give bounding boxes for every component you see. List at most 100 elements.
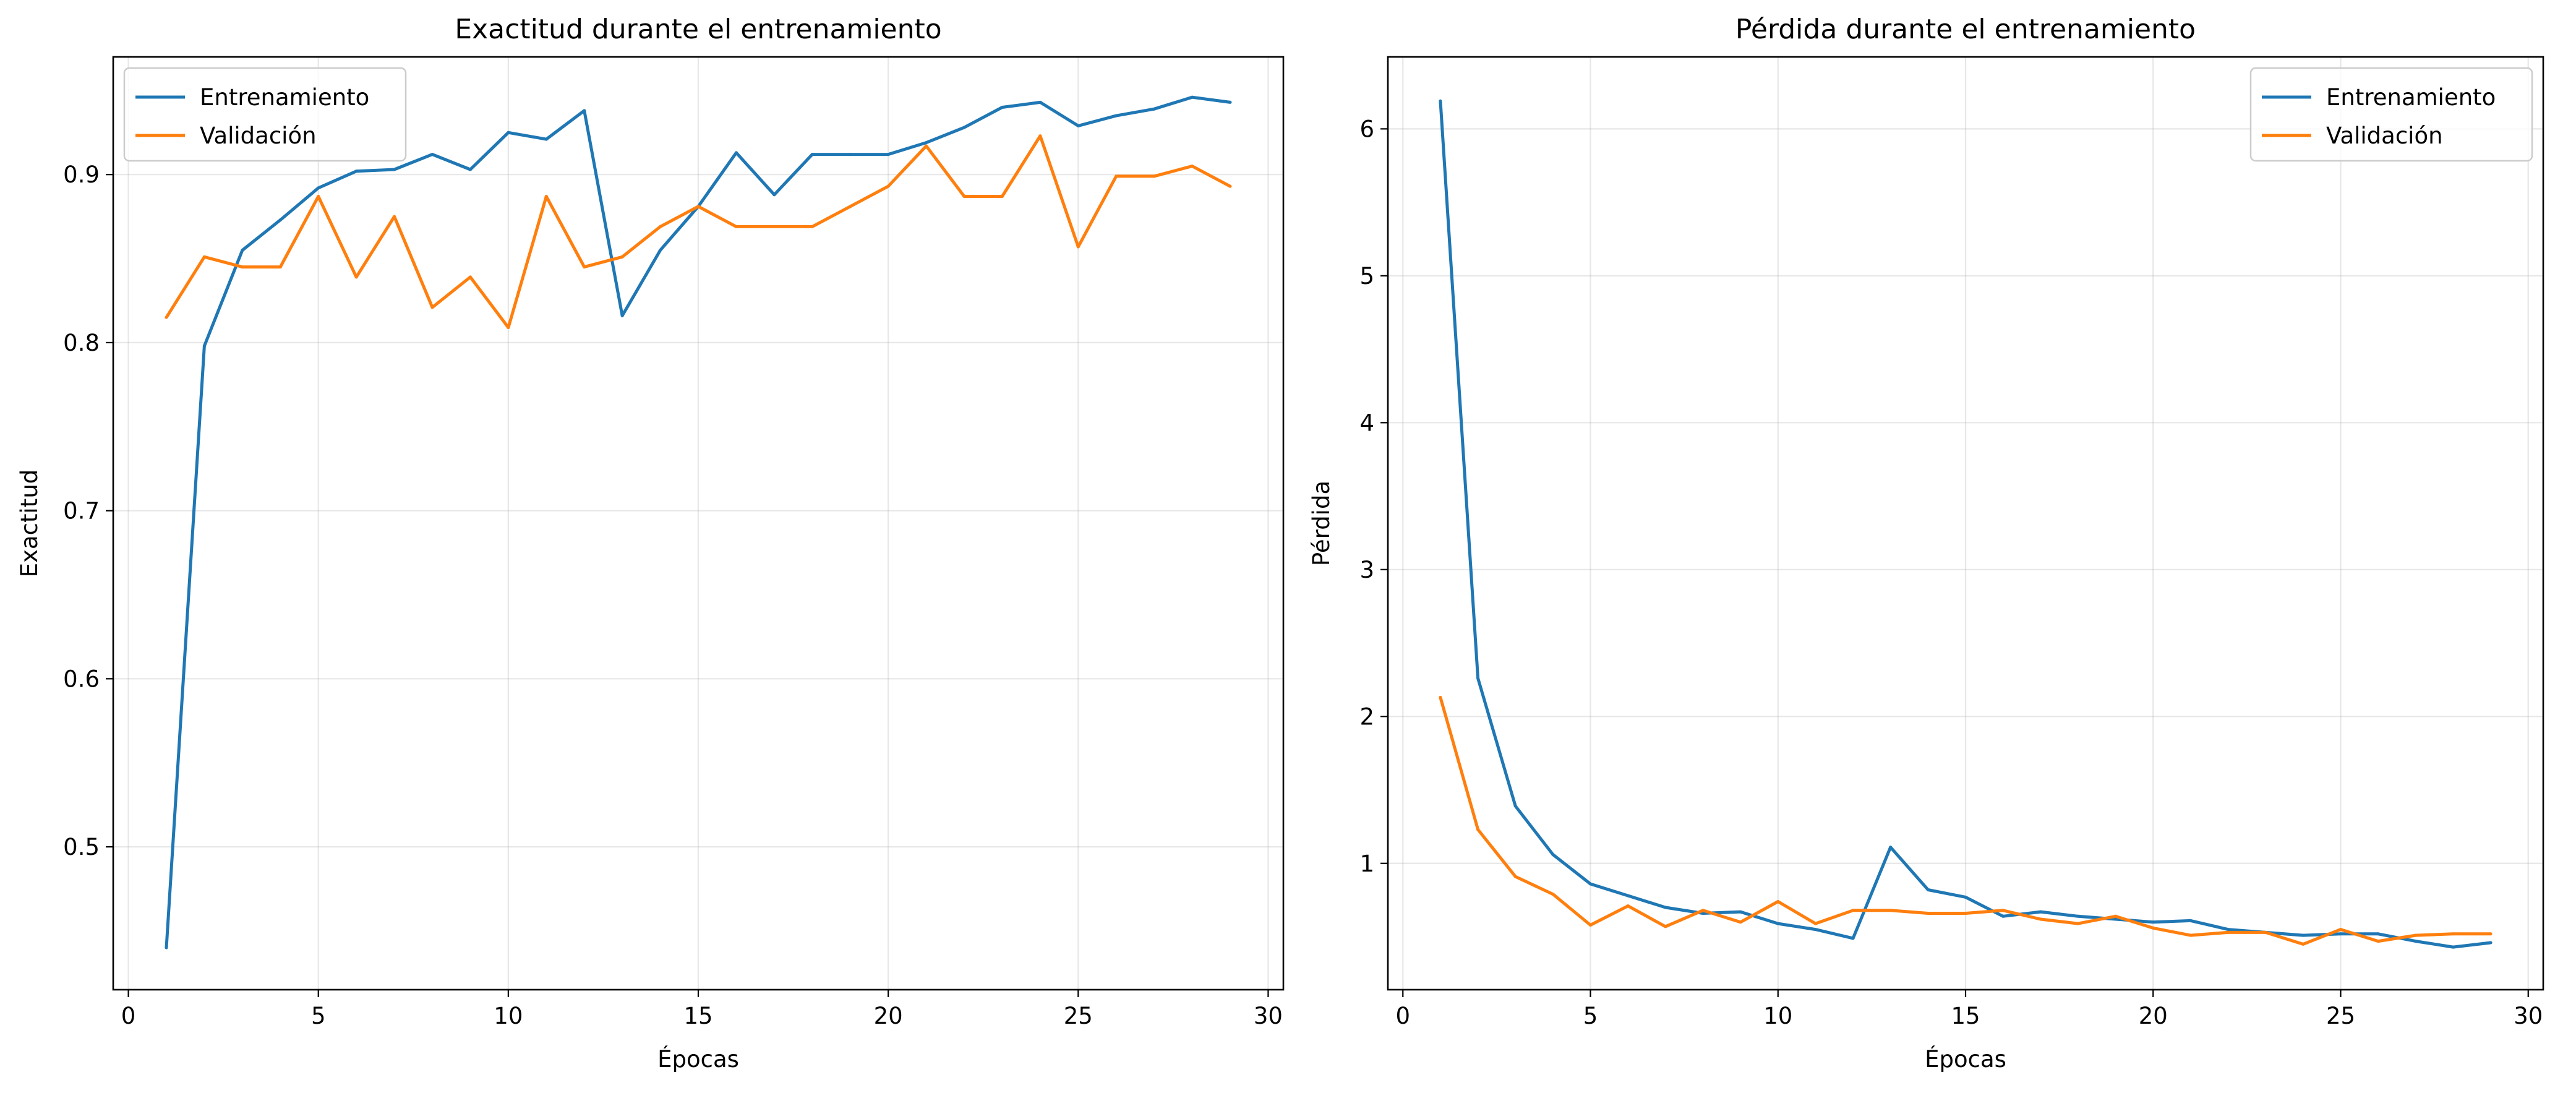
accuracy-y-tick-label: 0.7 (63, 498, 100, 525)
loss-point-validacion (2414, 933, 2418, 937)
accuracy-point-validacion (393, 215, 396, 218)
loss-point-entrenamiento (2376, 932, 2380, 936)
loss-point-validacion (2376, 940, 2380, 943)
loss-point-validacion (1851, 909, 1855, 912)
loss-x-axis-label: Épocas (1925, 1045, 2006, 1073)
accuracy-y-ticks: 0.5 0.6 0.7 0.8 0.9 (63, 161, 113, 860)
loss-point-validacion (2076, 922, 2080, 925)
loss-point-entrenamiento (1476, 677, 1480, 680)
accuracy-point-validacion (165, 315, 168, 319)
loss-y-tick-label: 3 (1359, 557, 1374, 583)
accuracy-point-validacion (1115, 174, 1118, 178)
accuracy-point-validacion (317, 195, 320, 199)
loss-point-validacion (2339, 928, 2342, 932)
accuracy-point-validacion (468, 275, 472, 279)
loss-point-validacion (2189, 933, 2193, 937)
accuracy-point-entrenamiento (583, 109, 586, 113)
accuracy-point-entrenamiento (241, 248, 244, 252)
loss-point-entrenamiento (2114, 917, 2118, 921)
loss-legend-label-entrenamiento: Entrenamiento (2326, 84, 2496, 111)
accuracy-point-entrenamiento (317, 186, 320, 190)
accuracy-chart: 0 5 10 15 20 25 30 0.5 0.6 0.7 0.8 0.9 Exactitud d… (16, 14, 1285, 1073)
loss-point-entrenamiento (2489, 941, 2493, 945)
accuracy-point-entrenamiento (772, 193, 776, 197)
loss-point-entrenamiento (2039, 910, 2042, 914)
accuracy-y-axis-label: Exactitud (16, 469, 43, 578)
loss-point-entrenamiento (2076, 914, 2080, 918)
loss-y-tick-label: 1 (1359, 851, 1374, 877)
loss-legend-box (2249, 67, 2533, 162)
loss-point-validacion (2039, 917, 2042, 921)
accuracy-x-ticks: 0 5 10 15 20 25 30 (121, 990, 1283, 1029)
accuracy-point-validacion (886, 184, 890, 188)
accuracy-point-entrenamiento (1152, 107, 1156, 111)
loss-x-tick-label: 10 (1763, 1003, 1792, 1029)
loss-point-validacion (1513, 875, 1517, 878)
loss-point-validacion (1626, 904, 1630, 908)
loss-point-entrenamiento (2451, 945, 2455, 949)
accuracy-chart-title: Exactitud durante el entrenamiento (455, 14, 941, 45)
accuracy-point-entrenamiento (810, 153, 814, 156)
accuracy-point-entrenamiento (620, 314, 624, 317)
loss-series-layer (1439, 99, 2493, 949)
loss-x-ticks: 0 5 10 15 20 25 30 (1395, 990, 2543, 1029)
accuracy-point-validacion (1038, 134, 1042, 138)
accuracy-point-entrenamiento (544, 137, 548, 141)
loss-point-entrenamiento (2301, 933, 2305, 937)
accuracy-point-validacion (241, 265, 244, 269)
accuracy-x-tick-label: 5 (311, 1003, 326, 1029)
loss-chart: 0 5 10 15 20 25 30 1 2 3 4 5 6 Pérdida durante el e… (1308, 14, 2544, 1073)
loss-legend: Entrenamiento Validación (2249, 67, 2533, 162)
loss-point-validacion (1813, 922, 1817, 925)
accuracy-legend: Entrenamiento Validación (123, 67, 407, 162)
accuracy-point-validacion (925, 144, 928, 148)
accuracy-point-entrenamiento (734, 151, 738, 155)
accuracy-point-entrenamiento (925, 141, 928, 145)
accuracy-point-entrenamiento (1191, 95, 1194, 99)
loss-x-tick-label: 15 (1951, 1003, 1980, 1029)
accuracy-point-validacion (620, 255, 624, 259)
accuracy-point-entrenamiento (507, 131, 510, 134)
loss-point-entrenamiento (2339, 932, 2342, 936)
loss-x-tick-label: 25 (2326, 1003, 2355, 1029)
accuracy-x-tick-label: 20 (874, 1003, 903, 1029)
accuracy-y-tick-label: 0.6 (63, 666, 100, 692)
accuracy-point-validacion (278, 265, 282, 269)
loss-point-entrenamiento (1513, 804, 1517, 808)
accuracy-point-entrenamiento (1228, 100, 1232, 104)
loss-point-validacion (2451, 932, 2455, 936)
loss-point-entrenamiento (1776, 922, 1780, 925)
accuracy-x-tick-label: 15 (683, 1003, 712, 1029)
accuracy-point-validacion (659, 225, 662, 228)
loss-y-ticks: 1 2 3 4 5 6 (1359, 116, 1388, 877)
accuracy-point-validacion (734, 225, 738, 228)
loss-point-validacion (1739, 920, 1742, 924)
loss-point-validacion (1439, 695, 1442, 699)
accuracy-x-axis-label: Épocas (657, 1045, 739, 1073)
loss-y-tick-label: 4 (1359, 409, 1374, 436)
accuracy-point-entrenamiento (430, 153, 434, 156)
loss-point-validacion (1551, 893, 1555, 896)
accuracy-point-validacion (1228, 184, 1232, 188)
accuracy-y-tick-label: 0.8 (63, 330, 100, 356)
accuracy-point-validacion (544, 195, 548, 199)
loss-point-validacion (1926, 912, 1930, 915)
loss-point-validacion (1664, 925, 1667, 928)
loss-point-validacion (2001, 909, 2005, 912)
loss-point-validacion (1776, 900, 1780, 904)
accuracy-legend-label-validacion: Validación (200, 122, 317, 149)
accuracy-point-entrenamiento (1000, 106, 1004, 109)
accuracy-point-entrenamiento (468, 168, 472, 171)
loss-point-entrenamiento (2227, 928, 2230, 932)
accuracy-point-validacion (507, 325, 510, 329)
accuracy-series-layer (165, 95, 1232, 949)
accuracy-point-entrenamiento (393, 168, 396, 171)
accuracy-x-tick-label: 30 (1254, 1003, 1283, 1029)
loss-point-validacion (1964, 912, 1967, 915)
accuracy-point-entrenamiento (1038, 100, 1042, 104)
accuracy-point-validacion (1000, 195, 1004, 199)
loss-point-entrenamiento (1551, 853, 1555, 857)
loss-y-tick-label: 2 (1359, 703, 1374, 730)
loss-point-entrenamiento (1664, 906, 1667, 909)
accuracy-point-entrenamiento (165, 946, 168, 949)
